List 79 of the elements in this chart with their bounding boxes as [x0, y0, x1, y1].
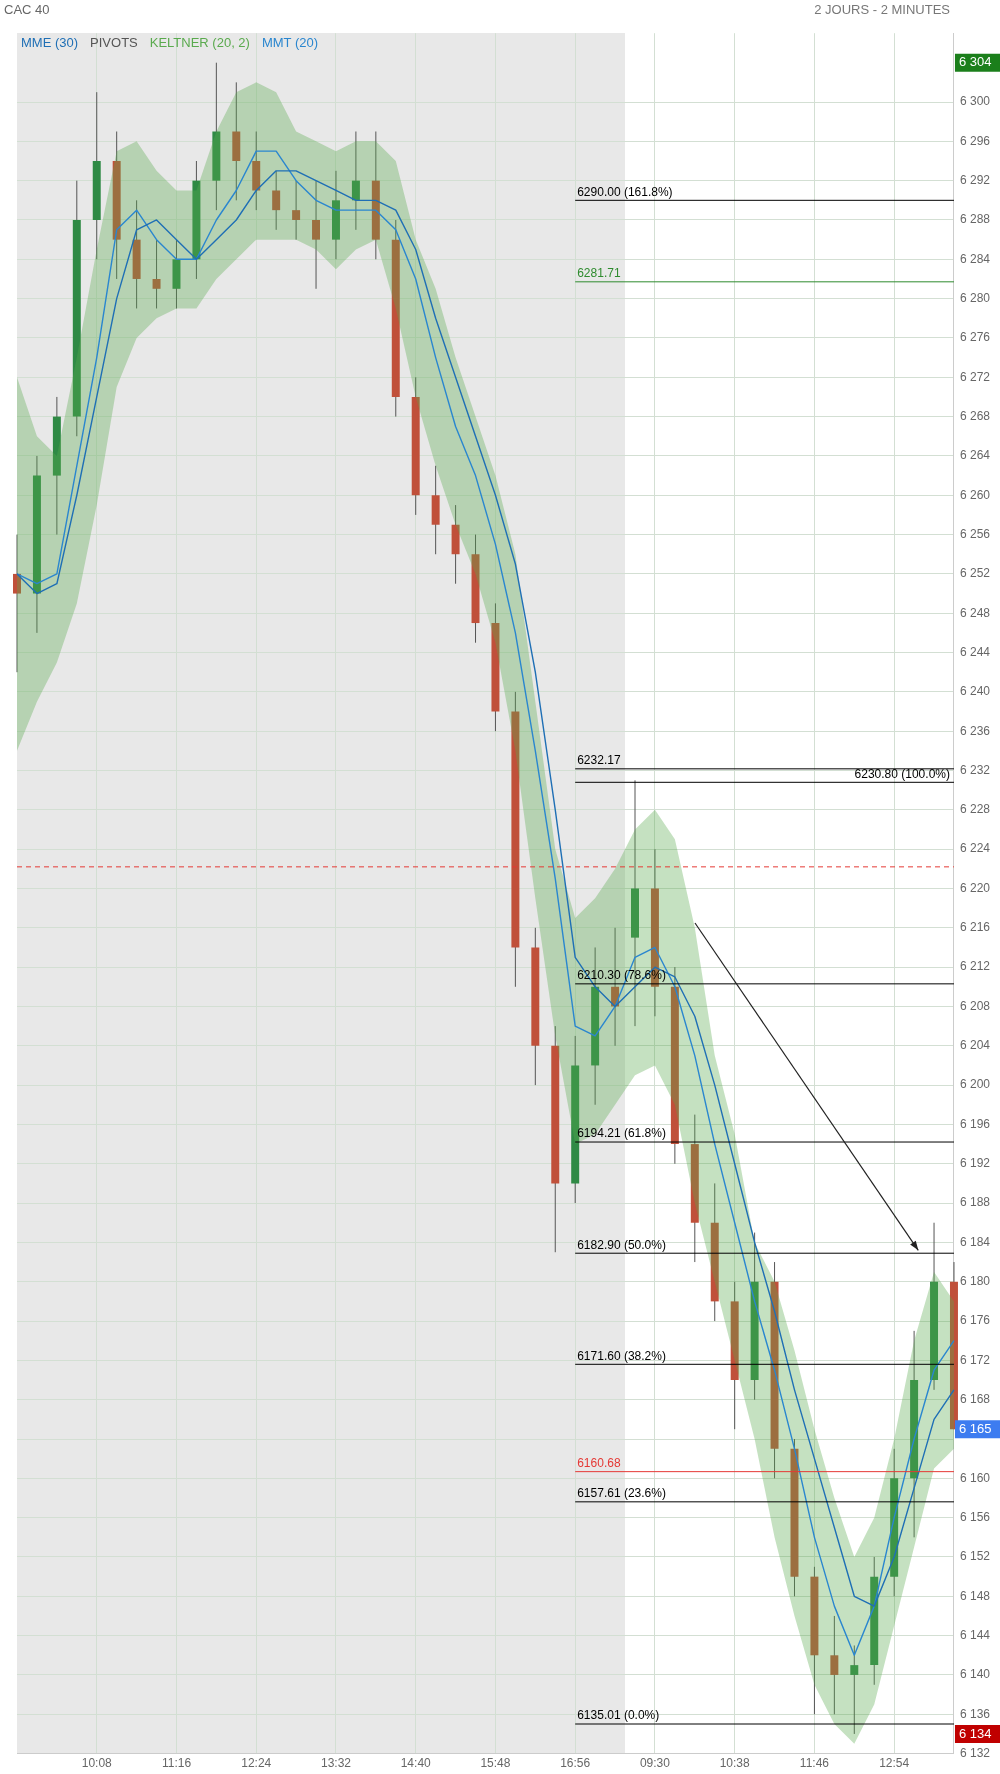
- y-tick-label: 6 156: [959, 1509, 991, 1524]
- x-tick-label: 10:38: [719, 1756, 751, 1771]
- y-tick-label: 6 296: [959, 133, 991, 148]
- ref-line-label: 6232.17: [577, 753, 621, 768]
- ref-line-label: 6135.01 (0.0%): [577, 1708, 660, 1723]
- y-tick-label: 6 256: [959, 526, 991, 541]
- y-tick-label: 6 292: [959, 172, 991, 187]
- x-tick-label: 09:30: [639, 1756, 671, 1771]
- x-tick-label: 16:56: [560, 1756, 591, 1771]
- y-tick-label: 6 260: [959, 487, 991, 502]
- y-tick-label: 6 268: [959, 408, 991, 423]
- x-tick-label: 10:08: [81, 1756, 113, 1771]
- y-tick-label: 6 284: [959, 251, 991, 266]
- y-tick-label: 6 136: [959, 1706, 991, 1721]
- candlestick: [272, 170, 281, 231]
- ref-line-label: 6290.00 (161.8%): [577, 184, 673, 199]
- y-tick-label: 6 236: [959, 723, 991, 738]
- y-tick-label: 6 204: [959, 1038, 991, 1053]
- y-tick-label: 6 300: [959, 94, 991, 109]
- y-tick-label: 6 192: [959, 1156, 991, 1171]
- y-tick-label: 6 140: [959, 1667, 991, 1682]
- text: 6 134: [958, 1725, 992, 1741]
- y-tick-label: 6 160: [959, 1470, 991, 1485]
- y-tick-label: 6 188: [959, 1195, 991, 1210]
- y-tick-label: 6 264: [959, 448, 991, 463]
- y-tick-label: 6 212: [959, 959, 991, 974]
- ref-line-label: 6281.71: [577, 266, 621, 281]
- x-tick-label: 12:54: [879, 1756, 910, 1771]
- y-tick-label: 6 272: [959, 369, 991, 384]
- candlestick: [292, 180, 301, 241]
- chart-subtitle: 2 JOURS - 2 MINUTES: [814, 2, 950, 17]
- y-tick-label: 6 244: [959, 644, 991, 659]
- y-tick-label: 6 152: [959, 1549, 991, 1564]
- y-tick-label: 6 132: [959, 1745, 991, 1760]
- y-tick-label: 6 176: [959, 1313, 991, 1328]
- y-tick-label: 6 144: [959, 1627, 991, 1642]
- candlestick: [312, 180, 321, 290]
- y-tick-label: 6 232: [959, 762, 991, 777]
- y-tick-label: 6 180: [959, 1274, 991, 1289]
- ref-line-label: 6182.90 (50.0%): [577, 1237, 666, 1252]
- y-tick-label: 6 200: [959, 1077, 991, 1092]
- text: 6 304: [958, 54, 992, 70]
- y-tick-label: 6 184: [959, 1234, 991, 1249]
- y-tick-label: 6 216: [959, 920, 991, 935]
- x-tick-label: 13:32: [320, 1756, 352, 1771]
- text: 6 165: [958, 1420, 992, 1436]
- y-tick-label: 6 208: [959, 998, 991, 1013]
- chart-title: CAC 40: [4, 2, 50, 17]
- y-tick-label: 6 224: [959, 841, 991, 856]
- y-tick-label: 6 168: [959, 1392, 991, 1406]
- y-tick-label: 6 276: [959, 330, 991, 345]
- y-tick-label: 6 252: [959, 566, 991, 581]
- y-tick-label: 6 220: [959, 880, 991, 895]
- ref-line-label: 6230.80 (100.0%): [854, 766, 950, 781]
- text: MMT (20): [261, 35, 319, 51]
- legend-label: KELTNER (20, 2): [149, 35, 250, 51]
- y-tick-label: 6 280: [959, 290, 991, 305]
- ref-line-label: 6160.68: [577, 1455, 621, 1470]
- x-tick-label: 11:16: [161, 1756, 192, 1771]
- candlestick: [351, 131, 360, 231]
- x-tick-label: 14:40: [400, 1756, 432, 1771]
- x-tick-label: 15:48: [480, 1756, 511, 1771]
- candlestick: [152, 239, 161, 309]
- y-tick-label: 6 148: [959, 1588, 991, 1603]
- annotation: PIVOTS: [90, 35, 138, 51]
- ref-line-label: 6171.60 (38.2%): [577, 1348, 666, 1363]
- candlestick: [850, 1644, 859, 1735]
- y-tick-label: 6 248: [959, 605, 991, 620]
- candlestick: [13, 534, 21, 673]
- x-tick-label: 12:24: [241, 1756, 272, 1771]
- text: MME (30): [21, 35, 79, 51]
- x-tick-label: 11:46: [799, 1756, 830, 1771]
- y-tick-label: 6 228: [959, 802, 991, 817]
- y-tick-label: 6 288: [959, 212, 991, 227]
- ref-line-label: 6157.61 (23.6%): [577, 1486, 666, 1501]
- candlestick: [830, 1615, 839, 1715]
- y-tick-label: 6 196: [959, 1116, 991, 1131]
- y-tick-label: 6 172: [959, 1352, 991, 1367]
- y-tick-label: 6 240: [959, 684, 991, 699]
